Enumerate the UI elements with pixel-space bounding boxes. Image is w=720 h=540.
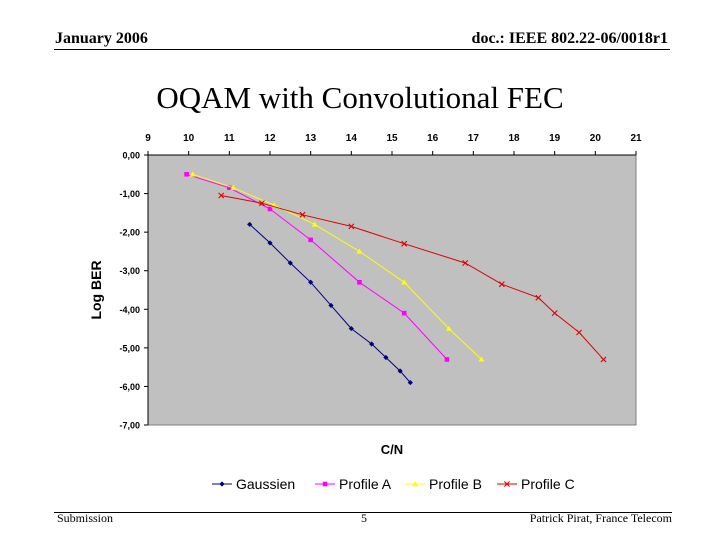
footer-author: Patrick Pirat, France Telecom bbox=[529, 511, 672, 525]
legend-label: Profile C bbox=[521, 476, 575, 492]
data-point bbox=[401, 279, 408, 285]
x-tick-label: 12 bbox=[264, 133, 276, 144]
data-point bbox=[401, 310, 407, 316]
x-tick-label: 17 bbox=[468, 133, 480, 144]
data-point bbox=[535, 294, 542, 301]
data-point bbox=[227, 185, 232, 191]
series-line bbox=[249, 224, 411, 383]
y-tick-label: -5,00 bbox=[119, 343, 140, 353]
x-tick-label: 16 bbox=[427, 133, 439, 144]
x-tick-label: 11 bbox=[224, 133, 235, 144]
legend-marker bbox=[322, 481, 328, 487]
data-point bbox=[348, 325, 354, 332]
plot-area bbox=[147, 154, 637, 426]
data-point bbox=[356, 248, 363, 254]
data-point bbox=[267, 240, 273, 246]
data-point bbox=[299, 211, 306, 218]
data-point bbox=[401, 240, 408, 247]
x-tick-label: 18 bbox=[508, 133, 520, 144]
y-tick-label: -2,00 bbox=[119, 228, 140, 238]
y-tick-label: -7,00 bbox=[119, 421, 140, 431]
data-point bbox=[407, 379, 413, 386]
data-point bbox=[348, 223, 355, 230]
header-rule bbox=[54, 49, 670, 50]
data-point bbox=[218, 192, 225, 199]
data-point bbox=[189, 171, 196, 177]
x-tick-label: 15 bbox=[386, 133, 398, 144]
data-point bbox=[444, 357, 450, 362]
data-point bbox=[184, 171, 189, 177]
legend-label: Gaussien bbox=[236, 476, 295, 492]
legend-marker bbox=[504, 481, 510, 487]
x-tick-label: 19 bbox=[549, 133, 561, 144]
x-axis-title: C/N bbox=[381, 442, 403, 457]
legend-marker bbox=[219, 481, 225, 487]
footer-rule bbox=[54, 512, 672, 513]
series-line bbox=[192, 173, 482, 360]
legend-marker bbox=[412, 481, 418, 487]
y-tick-label: -1,00 bbox=[119, 189, 140, 199]
data-point bbox=[383, 354, 389, 361]
data-point bbox=[308, 237, 313, 243]
footer-page-number: 5 bbox=[361, 511, 367, 525]
data-point bbox=[576, 329, 583, 336]
data-point bbox=[258, 200, 265, 207]
data-point bbox=[308, 279, 314, 285]
data-point bbox=[311, 221, 318, 227]
data-point bbox=[462, 260, 469, 266]
data-point bbox=[287, 260, 293, 266]
x-tick-label: 9 bbox=[145, 133, 151, 144]
data-point bbox=[445, 325, 452, 331]
header-doc-id: doc.: IEEE 802.22-06/0018r1 bbox=[471, 30, 668, 47]
data-point bbox=[600, 356, 607, 363]
y-tick-label: -4,00 bbox=[119, 305, 140, 315]
y-axis-title: Log BER bbox=[88, 260, 104, 319]
data-point bbox=[551, 310, 558, 317]
data-point bbox=[328, 302, 334, 309]
data-point bbox=[478, 356, 485, 362]
data-point bbox=[357, 279, 362, 285]
y-tick-label: -6,00 bbox=[119, 382, 140, 392]
x-tick-label: 21 bbox=[630, 133, 642, 144]
y-tick-label: -3,00 bbox=[119, 266, 140, 276]
slide-title: OQAM with Convolutional FEC bbox=[156, 80, 564, 115]
data-point bbox=[369, 341, 375, 347]
data-point bbox=[397, 368, 403, 374]
x-tick-label: 13 bbox=[305, 133, 317, 144]
legend-label: Profile A bbox=[339, 476, 392, 492]
data-point bbox=[247, 221, 253, 228]
data-point bbox=[498, 281, 505, 288]
y-tick-label: 0,00 bbox=[122, 151, 140, 161]
data-point bbox=[267, 206, 273, 212]
legend-label: Profile B bbox=[429, 476, 482, 492]
x-tick-label: 10 bbox=[183, 133, 195, 144]
x-tick-label: 20 bbox=[590, 133, 602, 144]
x-tick-label: 14 bbox=[346, 133, 358, 144]
header-date: January 2006 bbox=[55, 30, 148, 47]
footer-submission: Submission bbox=[57, 511, 114, 525]
data-point bbox=[230, 184, 237, 190]
